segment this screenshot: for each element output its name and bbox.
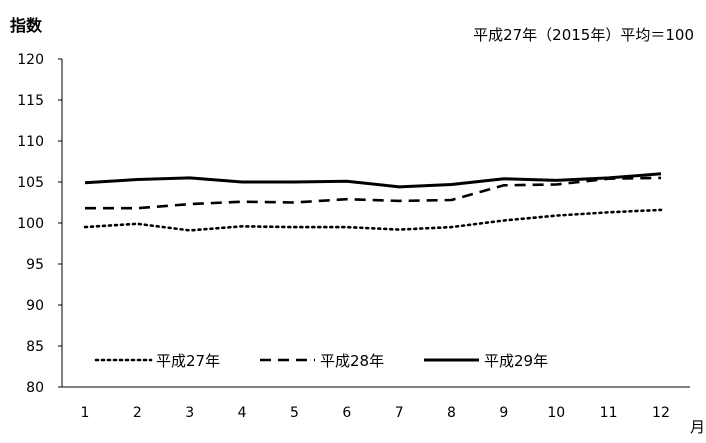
y-tick-label: 90 [26, 298, 44, 314]
x-tick-label: 2 [133, 405, 142, 421]
x-tick-label: 12 [652, 405, 670, 421]
y-tick-label: 80 [26, 380, 44, 396]
y-axis-title: 指数 [10, 16, 43, 35]
base-note: 平成27年（2015年）平均＝100 [473, 26, 694, 44]
y-tick-label: 95 [26, 257, 44, 273]
y-tick-label: 110 [17, 134, 44, 150]
x-tick-label: 4 [238, 405, 247, 421]
x-tick-label: 9 [499, 405, 508, 421]
x-tick-label: 7 [395, 405, 404, 421]
x-axis-title: 月 [690, 418, 705, 436]
series-line [84, 172, 662, 189]
legend: 平成27年 平成28年 平成29年 [94, 352, 548, 370]
x-tick-label: 5 [290, 405, 299, 421]
x-tick-label: 6 [342, 405, 351, 421]
x-tick-label: 3 [185, 405, 194, 421]
y-tick-label: 105 [17, 175, 44, 191]
series-line [85, 176, 662, 210]
x-tick-label: 8 [447, 405, 456, 421]
legend-label: 平成29年 [484, 352, 548, 370]
y-tick-label: 100 [17, 216, 44, 232]
legend-label: 平成27年 [156, 352, 220, 370]
series-line [83, 208, 663, 232]
x-tick-label: 11 [600, 405, 618, 421]
y-tick-label: 85 [26, 339, 44, 355]
legend-label: 平成28年 [320, 352, 384, 370]
y-tick-label: 115 [17, 93, 44, 109]
series-lines [83, 172, 663, 232]
x-tick-label: 1 [81, 405, 90, 421]
y-tick-label: 120 [17, 52, 44, 68]
x-tick-label: 10 [547, 405, 565, 421]
